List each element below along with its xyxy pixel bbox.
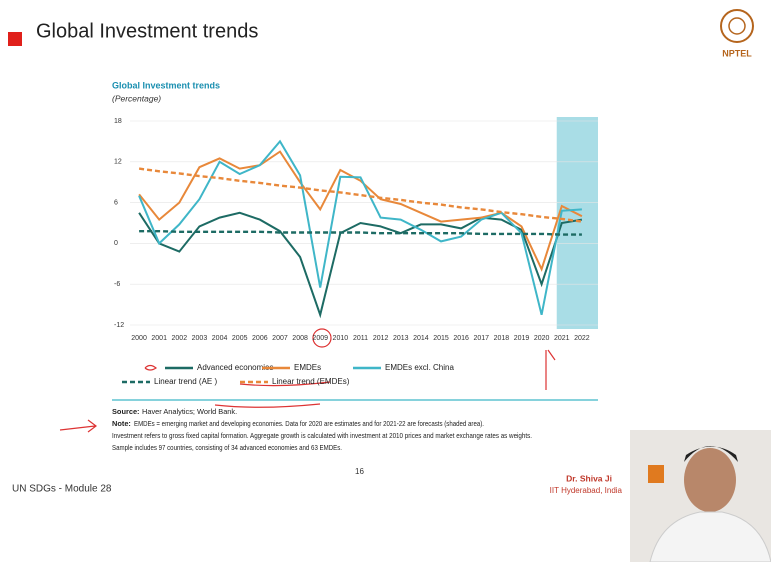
y-tick-label: 6 — [114, 199, 118, 206]
footer: UN SDGs - Module 28 — [12, 484, 112, 495]
x-tick-label: 2014 — [413, 335, 429, 342]
y-tick-label: -6 — [114, 281, 120, 288]
webcam — [630, 430, 771, 562]
x-tick-label: 2002 — [172, 335, 188, 342]
title-bullet — [8, 32, 22, 46]
logo-text: NPTEL — [722, 48, 752, 58]
x-tick-label: 2011 — [353, 335, 368, 342]
legend-label: Linear trend (EMDEs) — [272, 377, 350, 386]
x-tick-label: 2015 — [433, 335, 449, 342]
affiliation: IIT Hyderabad, India — [550, 486, 623, 495]
series-line — [139, 152, 582, 270]
x-tick-label: 2022 — [574, 335, 590, 342]
x-tick-label: 2021 — [554, 335, 570, 342]
x-tick-label: 2013 — [393, 335, 409, 342]
x-tick-label: 2000 — [131, 335, 147, 342]
source: Haver Analytics; World Bank. — [142, 407, 237, 416]
chart-subtitle: (Percentage) — [112, 93, 161, 103]
x-tick-label: 2009 — [312, 335, 328, 342]
legend-label: EMDEs — [294, 363, 321, 372]
note: EMDEs = emerging market and developing e… — [134, 419, 484, 428]
x-tick-label: 2010 — [333, 335, 349, 342]
slide: Global Investment trends NPTEL Global In… — [0, 0, 771, 562]
source-label: Source: — [112, 407, 140, 416]
x-tick-label: 2004 — [212, 335, 228, 342]
legend-label: Linear trend (AE ) — [154, 377, 217, 386]
note-label: Note: — [112, 419, 131, 428]
note-line: Sample includes 97 countries, consisting… — [112, 443, 342, 452]
nptel-logo: NPTEL — [721, 10, 753, 58]
legend-label: EMDEs excl. China — [385, 363, 454, 372]
x-tick-label: 2016 — [453, 335, 469, 342]
y-tick-label: 12 — [114, 159, 122, 166]
x-tick-label: 2003 — [192, 335, 208, 342]
x-tick-label: 2017 — [473, 335, 489, 342]
x-tick-label: 2005 — [232, 335, 248, 342]
chart-title: Global Investment trends — [112, 80, 220, 90]
y-tick-label: 0 — [114, 240, 118, 247]
x-tick-label: 2008 — [292, 335, 308, 342]
trend-line — [139, 231, 582, 234]
x-tick-label: 2001 — [151, 335, 167, 342]
x-tick-label: 2007 — [272, 335, 288, 342]
slide-title: Global Investment trends — [36, 20, 258, 42]
x-tick-label: 2006 — [252, 335, 268, 342]
x-tick-label: 2020 — [534, 335, 550, 342]
series-line — [139, 141, 582, 314]
y-tick-label: 18 — [114, 118, 122, 125]
x-tick-label: 2012 — [373, 335, 389, 342]
x-tick-label: 2019 — [514, 335, 530, 342]
author: Dr. Shiva Ji — [566, 473, 612, 483]
x-tick-label: 2018 — [494, 335, 510, 342]
page: {"slide":{"title":"Global Investment tre… — [0, 0, 771, 562]
page-number: 16 — [355, 467, 364, 476]
note-line: Investment refers to gross fixed capital… — [112, 431, 532, 440]
y-tick-label: -12 — [114, 322, 124, 329]
